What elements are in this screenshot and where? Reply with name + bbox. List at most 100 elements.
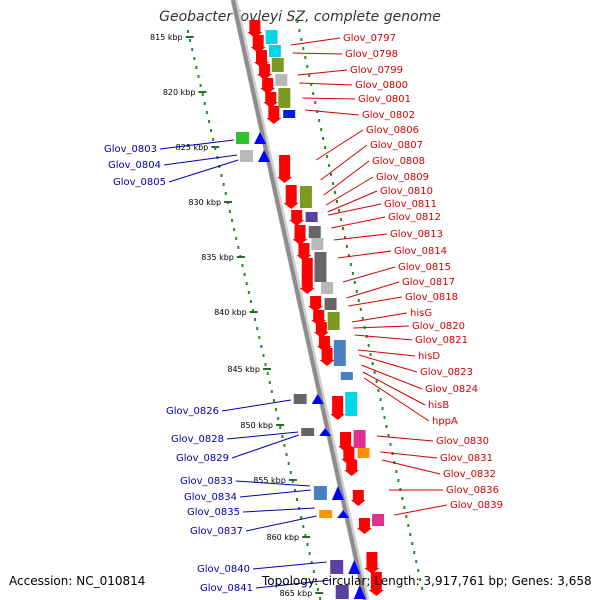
cog-dot <box>361 317 364 320</box>
forward-gene <box>346 460 358 470</box>
reverse-category-block <box>293 394 307 404</box>
forward-gene <box>366 552 378 568</box>
forward-leader <box>320 144 368 181</box>
cog-dot <box>395 470 398 473</box>
cog-dot <box>306 65 309 68</box>
reverse-gene-label: Glov_0803 <box>104 144 157 155</box>
ruler-dot <box>293 489 296 492</box>
cog-dot <box>409 533 412 536</box>
cog-dot <box>349 263 352 266</box>
forward-gene-label: Glov_0824 <box>425 384 478 395</box>
forward-gene-label: hisD <box>418 351 440 362</box>
forward-leader <box>357 349 416 357</box>
reverse-leader <box>231 434 299 459</box>
ruler-dot <box>296 498 299 501</box>
forward-gene <box>291 210 303 220</box>
cog-dot <box>337 209 340 212</box>
forward-gene <box>252 35 264 47</box>
forward-leader <box>328 203 382 216</box>
ruler-dot <box>243 273 246 276</box>
ruler-dot <box>195 66 198 69</box>
cog-dot <box>322 137 325 140</box>
cog-dot <box>373 371 376 374</box>
forward-gene-label: Glov_0820 <box>412 321 465 332</box>
reverse-gene-arrow <box>319 428 332 436</box>
kbp-label: 835 kbp <box>201 253 234 262</box>
forward-gene-label: Glov_0812 <box>388 212 441 223</box>
forward-gene-label: Glov_0809 <box>376 172 429 183</box>
kbp-label: 825 kbp <box>176 143 209 152</box>
ruler-dot <box>210 129 213 132</box>
cog-dot <box>417 569 420 572</box>
ruler-dot <box>277 417 280 420</box>
forward-gene <box>249 20 261 32</box>
cog-dot <box>401 497 404 500</box>
forward-leader <box>302 97 356 100</box>
forward-leader <box>297 69 348 76</box>
ruler-dot <box>287 462 290 465</box>
ruler-dot <box>212 138 215 141</box>
cog-dot <box>320 128 323 131</box>
reverse-leader <box>255 579 331 589</box>
cog-dot <box>385 425 388 428</box>
kbp-label: 865 kbp <box>280 589 313 598</box>
kbp-label: 850 kbp <box>240 421 273 430</box>
ruler-dot <box>262 354 265 357</box>
forward-gene-label: Glov_0836 <box>446 485 499 496</box>
ruler-dot <box>235 237 238 240</box>
cog-dot <box>326 155 329 158</box>
cog-dot <box>302 47 305 50</box>
ruler-dot <box>205 111 208 114</box>
reverse-gene-label: Glov_0840 <box>197 564 250 575</box>
ruler-dot <box>289 471 292 474</box>
cog-dot <box>357 299 360 302</box>
forward-leader <box>290 37 341 46</box>
cog-dot <box>298 29 301 32</box>
reverse-gene-label: Glov_0834 <box>184 492 237 503</box>
forward-gene <box>256 50 267 62</box>
cog-dot <box>300 38 303 41</box>
ruler-dot <box>266 372 269 375</box>
kbp-label: 840 kbp <box>214 308 247 317</box>
reverse-gene-label: Glov_0835 <box>187 507 240 518</box>
ruler-dot <box>251 309 254 312</box>
cog-category-block <box>271 58 284 72</box>
cog-dot <box>355 290 358 293</box>
forward-gene-arrow <box>277 177 293 183</box>
forward-leader <box>327 190 378 213</box>
forward-leader <box>382 459 441 475</box>
forward-leader <box>292 52 343 55</box>
forward-gene-arrow <box>319 360 335 366</box>
cog-dot <box>343 236 346 239</box>
cog-dot <box>351 272 354 275</box>
forward-gene-label: Glov_0823 <box>420 367 473 378</box>
forward-leader <box>362 371 426 406</box>
cog-category-block <box>268 45 281 57</box>
forward-gene-arrow <box>313 332 329 338</box>
cog-category-block <box>283 110 296 118</box>
ruler-dot <box>312 570 315 573</box>
forward-leader <box>354 334 413 341</box>
cog-dot <box>389 443 392 446</box>
forward-gene-label: Glov_0810 <box>380 186 433 197</box>
forward-gene <box>332 396 344 414</box>
accession-text: Accession: NC_010814 <box>9 574 146 588</box>
ruler-dot <box>260 345 263 348</box>
reverse-gene-label: Glov_0805 <box>113 177 166 188</box>
cog-dot <box>312 92 315 95</box>
forward-gene-label: Glov_0799 <box>350 65 403 76</box>
reverse-leader <box>163 154 238 166</box>
kbp-label: 830 kbp <box>188 198 221 207</box>
kbp-label: 815 kbp <box>150 33 183 42</box>
cog-dot <box>318 119 321 122</box>
forward-gene-label: Glov_0806 <box>366 125 419 136</box>
gene-labels: Glov_0797 Glov_0798 Glov_0799 Glov_0800 Glov… <box>104 33 503 594</box>
cog-dot <box>341 227 344 230</box>
forward-gene-arrow <box>266 118 282 124</box>
reverse-leader <box>168 159 239 183</box>
ruler-dot <box>237 246 240 249</box>
reverse-category-block <box>335 585 349 599</box>
cog-category-block <box>299 186 312 208</box>
ruler-dot <box>308 552 311 555</box>
forward-gene-label: hisB <box>428 400 449 411</box>
